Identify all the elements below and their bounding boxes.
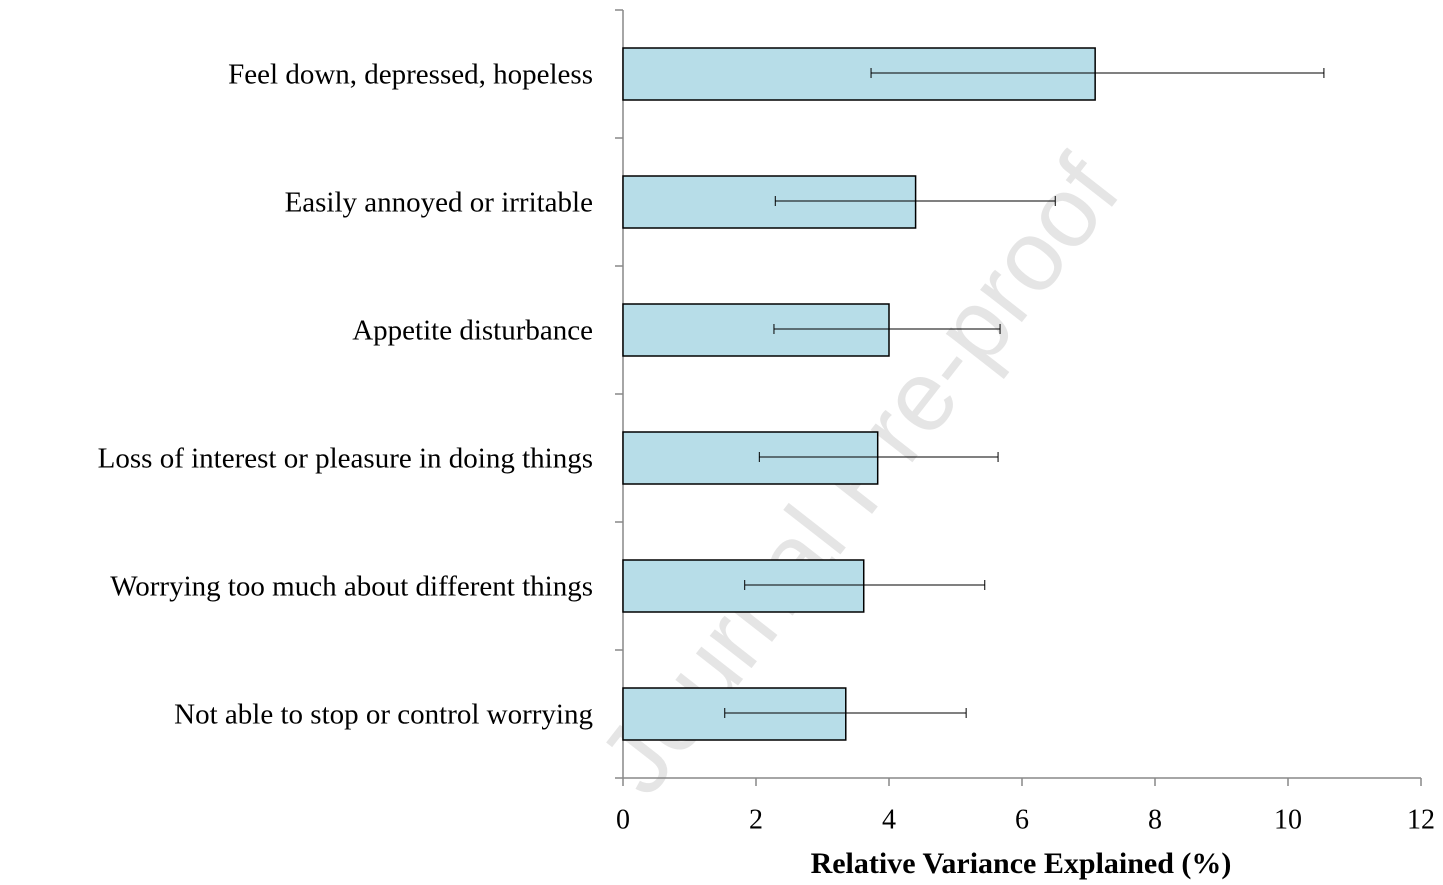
bar xyxy=(622,303,890,357)
bar xyxy=(622,559,865,613)
x-axis-label: Relative Variance Explained (%) xyxy=(811,847,1232,880)
bar xyxy=(622,175,917,229)
bar xyxy=(622,47,1096,101)
x-tick-label: 6 xyxy=(1015,804,1029,835)
bar xyxy=(622,431,879,485)
y-tick-label: Loss of interest or pleasure in doing th… xyxy=(98,443,593,475)
x-tick-label: 2 xyxy=(749,804,763,835)
y-tick-label: Not able to stop or control worrying xyxy=(174,699,593,731)
y-tick-label: Feel down, depressed, hopeless xyxy=(228,59,593,91)
x-tick-label: 0 xyxy=(616,804,630,835)
x-tick-label: 8 xyxy=(1148,804,1162,835)
bar xyxy=(622,687,847,741)
y-tick-label: Worrying too much about different things xyxy=(110,571,593,603)
x-tick-label: 4 xyxy=(882,804,896,835)
x-tick-label: 10 xyxy=(1274,804,1302,835)
y-tick-label: Easily annoyed or irritable xyxy=(285,187,593,219)
x-tick-label: 12 xyxy=(1407,804,1435,835)
y-tick-label: Appetite disturbance xyxy=(352,315,593,347)
